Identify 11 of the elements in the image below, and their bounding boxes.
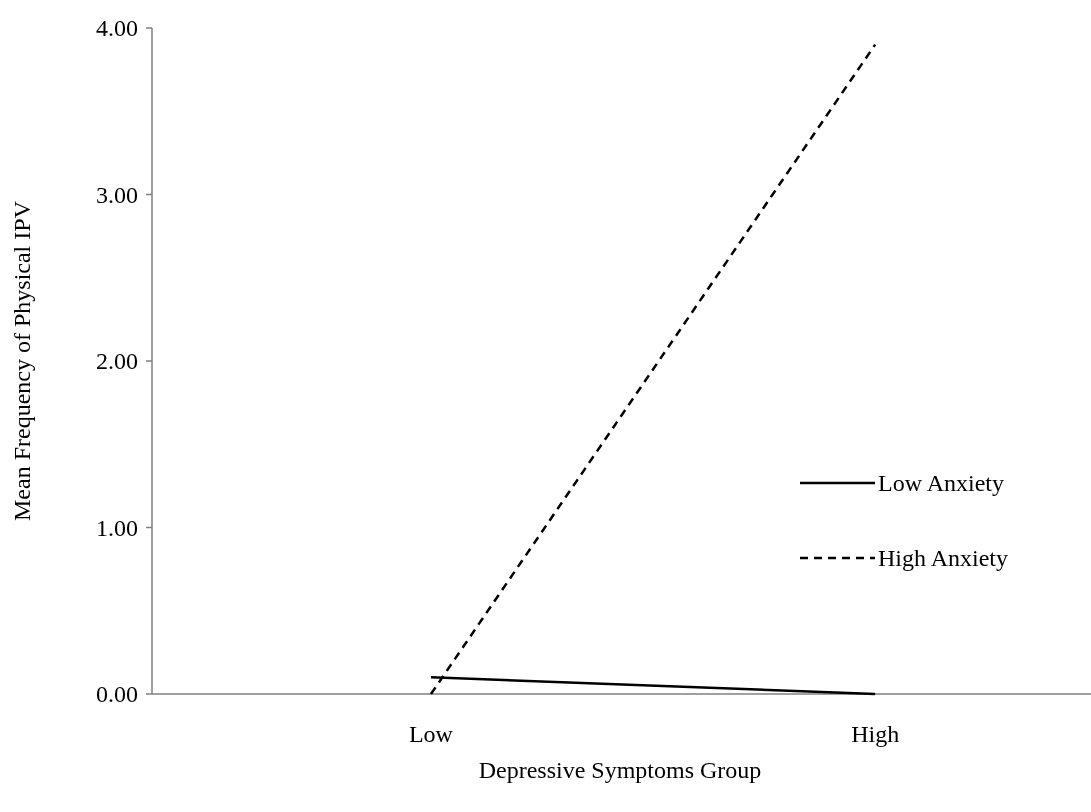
y-tick-label: 0.00 — [96, 681, 138, 708]
legend-label: High Anxiety — [878, 545, 1008, 572]
y-tick-label: 1.00 — [96, 514, 138, 541]
x-tick-label: Low — [408, 721, 454, 747]
y-axis-title: Mean Frequency of Physical IPV — [9, 200, 35, 521]
x-tick-label: High — [851, 721, 900, 747]
y-tick-label: 3.00 — [96, 181, 138, 208]
y-tick-label: 2.00 — [96, 348, 138, 375]
x-axis-title: Depressive Symptoms Group — [478, 757, 762, 783]
legend-label: Low Anxiety — [878, 470, 1004, 497]
y-tick-label: 4.00 — [96, 15, 138, 42]
